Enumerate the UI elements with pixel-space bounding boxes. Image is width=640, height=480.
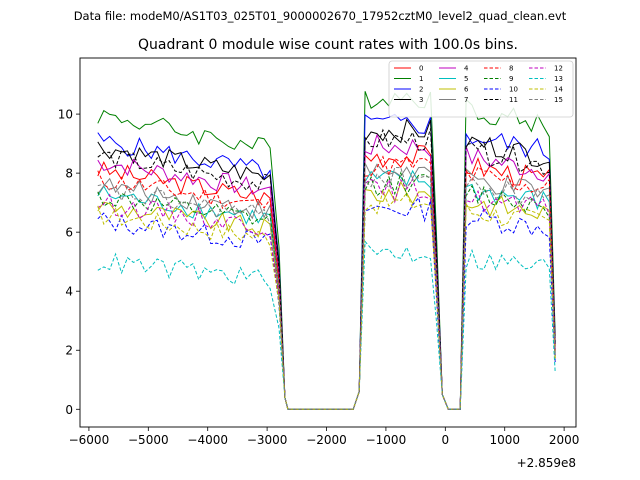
legend-label-13: 13 <box>554 75 563 83</box>
legend-label-14: 14 <box>554 86 563 94</box>
plot-frame <box>79 57 577 428</box>
legend-label-10: 10 <box>509 86 518 94</box>
x-tick-label: 2000 <box>549 433 580 447</box>
y-tick-label: 10 <box>58 108 73 122</box>
y-tick-label: 2 <box>65 344 73 358</box>
y-axis: 0 2 4 6 8 10 <box>58 108 80 417</box>
legend-label-0: 0 <box>419 65 423 73</box>
legend-label-1: 1 <box>419 75 423 83</box>
suptitle: Data file: modeM0/AS1T03_025T01_90000026… <box>74 9 567 23</box>
y-tick-label: 8 <box>65 167 73 181</box>
chart-title: Quadrant 0 module wise count rates with … <box>138 37 518 53</box>
legend-frame <box>388 60 574 118</box>
legend-label-6: 6 <box>464 86 469 94</box>
legend-label-11: 11 <box>509 96 518 104</box>
x-tick-label: −5000 <box>128 433 169 447</box>
legend-label-15: 15 <box>554 96 563 104</box>
legend-label-12: 12 <box>554 65 563 73</box>
legend-label-9: 9 <box>509 75 513 83</box>
x-tick-label: −6000 <box>69 433 110 447</box>
x-tick-label: 1000 <box>489 433 520 447</box>
x-tick-label: −3000 <box>247 433 288 447</box>
y-tick-label: 6 <box>65 226 73 240</box>
series-layer <box>97 91 556 410</box>
legend-label-7: 7 <box>464 96 468 104</box>
legend-label-3: 3 <box>419 96 423 104</box>
series-line-10 <box>97 196 556 410</box>
series-line-15 <box>97 166 556 410</box>
legend-label-2: 2 <box>419 86 423 94</box>
y-tick-label: 4 <box>65 285 73 299</box>
x-tick-label: −4000 <box>187 433 228 447</box>
x-tick-label: −2000 <box>306 433 347 447</box>
series-line-12 <box>97 177 556 410</box>
series-line-14 <box>97 189 556 410</box>
x-axis: −6000 −5000 −4000 −3000 −2000 −1000 0 1000 2000 <box>69 427 580 447</box>
x-tick-label: −1000 <box>366 433 407 447</box>
x-offset-label: +2.859e8 <box>517 456 576 470</box>
legend-label-4: 4 <box>464 65 469 73</box>
legend-label-8: 8 <box>509 65 513 73</box>
x-tick-label: 0 <box>441 433 449 447</box>
legend-label-5: 5 <box>464 75 468 83</box>
y-tick-label: 0 <box>65 403 73 417</box>
